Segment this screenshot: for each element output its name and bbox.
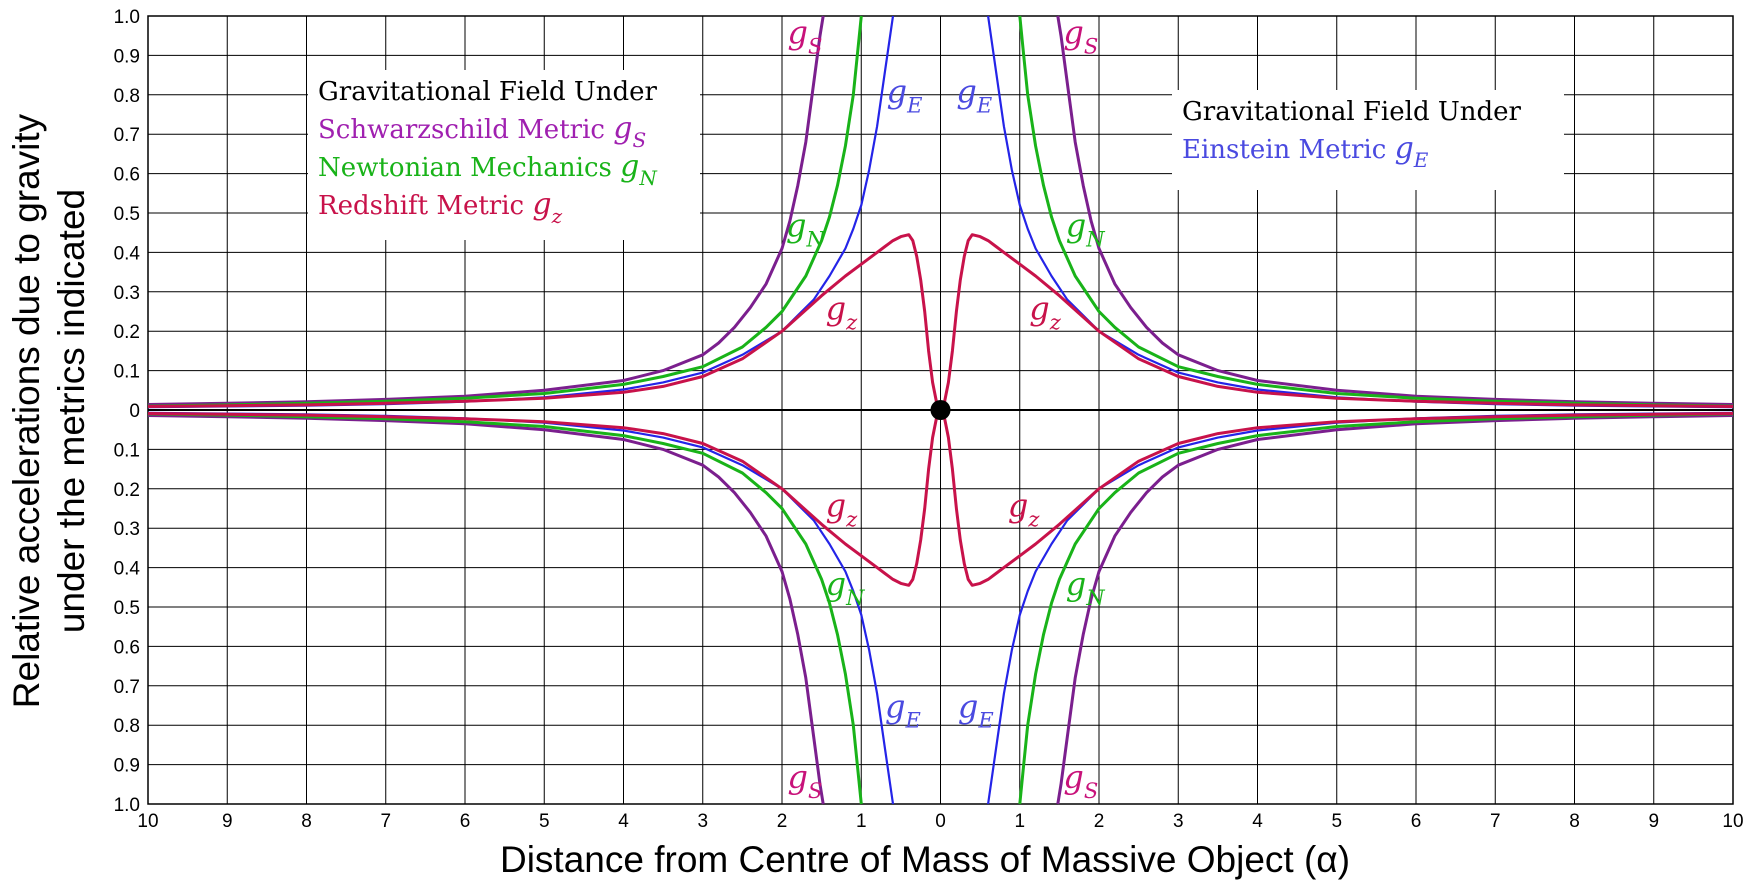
y-tick-label: 0.1 [114,362,140,383]
x-tick-label: 3 [697,811,708,832]
series-schwarzschild-line [147,15,825,406]
y-tick-label: 0.3 [114,519,140,540]
curve-label-subscript: S [1084,35,1098,59]
y-tick-label: 1.0 [114,7,140,28]
x-tick-label: 8 [301,811,312,832]
series-redshift-line [939,409,1734,587]
y-tick-label: 0.2 [114,322,140,343]
y-tick-label: 0.4 [114,243,141,264]
x-tick-label: 8 [1569,811,1580,832]
series-redshift-line [147,233,942,411]
y-tick-label: 0.3 [114,283,140,304]
center-of-mass-marker [930,400,951,420]
series-redshift-line [147,409,942,587]
curve-label: gN [1066,207,1105,252]
y-tick-label: 0.9 [114,46,140,67]
curve-label-subscript: N [845,586,865,610]
legend-right-box [1172,90,1564,190]
y-axis-title-line1: Relative accelerations due to gravity [6,113,47,708]
x-tick-label: 1 [856,811,867,832]
x-tick-label: 3 [1173,811,1184,832]
x-tick-label: 7 [1490,811,1501,832]
y-tick-label: 0.1 [114,440,140,461]
x-tick-label: 5 [1331,811,1342,832]
curve-label-subscript: z [1049,310,1062,334]
x-tick-label: 9 [1648,811,1659,832]
curve-label-subscript: z [845,507,858,531]
x-tick-label: 0 [935,811,946,832]
legend-left-item-subscript: S [632,128,646,152]
legend-left-item-subscript: N [638,166,658,190]
curve-label: gS [1063,14,1098,59]
curve-label-subscript: z [1027,507,1040,531]
x-tick-label: 10 [137,811,158,832]
y-tick-label: 0.5 [114,204,140,225]
curve-label: gE [885,687,921,732]
series-schwarzschild-line [147,414,825,805]
series-newtonian-line [1018,15,1734,408]
x-axis-title: Distance from Centre of Mass of Massive … [500,839,1350,880]
series-schwarzschild-line [1056,15,1734,406]
legend-right-item-subscript: E [1413,148,1429,172]
x-tick-label: 4 [618,811,629,832]
legend-left-item-symbol: g [620,149,639,184]
series-newtonian-line [1018,412,1734,805]
curve-label-subscript: E [976,94,992,118]
curve-label-subscript: S [808,35,822,59]
legend-left-item-subscript: z [551,204,563,228]
x-tick-label: 9 [222,811,233,832]
curve-label-subscript: N [1085,228,1105,252]
curve-label-subscript: E [906,94,922,118]
legend-left-box [308,70,700,240]
y-tick-label: 0.9 [114,756,140,777]
legend-left-item-symbol: g [613,111,632,146]
y-tick-label: 0 [129,401,140,422]
x-tick-label: 10 [1722,811,1743,832]
tick-labels: 10 9 8 7 6 5 4 3 2 1 0 1 2 3 4 5 6 7 8 9 101.00.90.80.70.60.… [114,7,1744,832]
x-tick-label: 5 [539,811,550,832]
y-tick-label: 0.4 [114,559,141,580]
curve-label-subscript: z [845,310,858,334]
legend-left-item-symbol: g [532,187,551,222]
legend-right-heading: Gravitational Field Under [1182,97,1522,127]
x-tick-label: 6 [1411,811,1422,832]
y-tick-label: 0.5 [114,598,140,619]
curve-label-subscript: N [1085,586,1105,610]
y-tick-label: 0.2 [114,480,140,501]
legend-right-item-symbol: g [1395,131,1414,166]
curve-label: gz [826,289,858,334]
y-tick-label: 0.7 [114,125,140,146]
y-tick-label: 0.6 [114,165,140,186]
x-tick-label: 2 [1094,811,1105,832]
series-schwarzschild-line [1056,414,1734,805]
curve-label: gS [1063,758,1098,803]
y-axis-title-line2: under the metrics indicated [51,189,92,633]
y-tick-label: 0.8 [114,716,140,737]
x-tick-label: 1 [1014,811,1025,832]
x-tick-label: 4 [1252,811,1263,832]
x-tick-label: 6 [460,811,471,832]
curve-label: gE [956,73,992,118]
series-redshift-line [939,233,1734,411]
y-tick-label: 0.7 [114,677,140,698]
x-tick-label: 2 [777,811,788,832]
legend-left-heading: Gravitational Field Under [318,77,658,107]
series-newtonian-line [147,15,863,408]
curves [147,15,1734,805]
x-tick-label: 7 [380,811,391,832]
y-tick-label: 1.0 [114,795,140,816]
series-newtonian-line [147,412,863,805]
curve-label-subscript: S [808,779,822,803]
y-tick-label: 0.6 [114,637,140,658]
curve-label-subscript: E [905,708,921,732]
curve-label-subscript: S [1084,779,1098,803]
curve-label-subscript: N [805,228,825,252]
y-tick-label: 0.8 [114,86,140,107]
curve-label-subscript: E [977,708,993,732]
axis-titles: Distance from Centre of Mass of Massive … [6,113,1350,880]
